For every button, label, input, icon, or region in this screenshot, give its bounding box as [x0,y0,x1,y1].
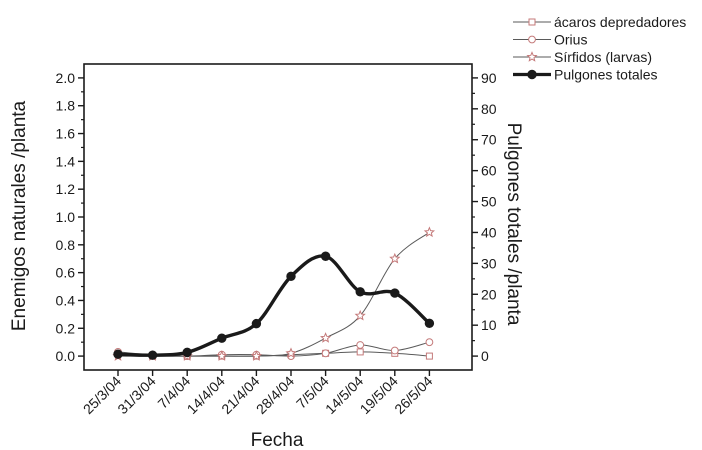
left-tick-label: 1.6 [56,126,76,142]
left-tick-label: 0.6 [56,265,76,281]
x-axis: 25/3/0431/3/047/4/0414/4/0421/4/0428/4/0… [80,370,436,417]
right-tick-label: 40 [481,224,497,240]
square-marker [425,352,433,360]
legend-label: Pulgones totales [554,67,658,83]
right-tick-label: 60 [481,163,497,179]
open-circle-marker [528,35,536,44]
series-star [112,226,436,361]
series-line-bold [117,254,431,357]
filled-circle-marker [251,318,262,329]
right-y-axis-label: Pulgones totales /planta [503,123,524,326]
right-tick-label: 50 [481,194,497,210]
x-tick-label: 14/4/04 [184,373,228,417]
star-marker [250,350,263,361]
filled-circle-marker [424,318,435,329]
square-marker [356,348,364,356]
left-tick-label: 0.8 [56,237,76,253]
filled-circle-marker [355,287,365,297]
left-tick-label: 0.0 [56,348,76,364]
filled-circle-marker [113,349,123,359]
right-tick-label: 80 [481,101,497,117]
filled-circle-marker [147,350,158,360]
star-marker [423,226,436,238]
x-tick-label: 26/5/04 [391,373,435,417]
star-marker [216,350,228,361]
open-circle-marker [390,346,399,355]
plot-border [83,63,473,371]
star-marker [526,51,538,62]
series-line [118,231,430,357]
right-tick-label: 20 [481,286,497,302]
left-tick-label: 0.2 [56,320,76,336]
x-tick-label: 21/4/04 [218,373,262,417]
x-axis-label: Fecha [251,430,304,450]
left-tick-label: 0.4 [56,292,76,308]
filled-circle-marker [390,288,400,298]
square-marker [528,18,536,26]
star-marker [354,309,366,321]
x-tick-label: 19/5/04 [357,373,401,417]
x-tick-label: 28/4/04 [253,373,297,417]
legend-label: Orius [554,32,587,48]
series-circle-filled [113,251,435,360]
star-marker [285,347,297,359]
star-marker [319,332,332,343]
right-tick-label: 10 [481,317,497,333]
x-tick-label: 14/5/04 [322,373,366,417]
series-group [112,226,436,361]
right-tick-label: 30 [481,255,497,271]
left-tick-label: 1.2 [56,181,76,197]
left-y-axis: 0.0 0.2 0.4 0.6 0.8 1.0 1.2 1.4 1.6 1.8 2.0 [56,70,84,364]
open-circle-marker [321,349,330,358]
right-tick-label: 0 [481,348,489,364]
filled-circle-marker [286,271,296,282]
left-y-axis-label: Enemigos naturales /planta [9,100,30,331]
left-tick-label: 1.4 [56,153,76,169]
x-tick-label: 31/3/04 [114,373,158,417]
right-tick-label: 70 [481,132,497,148]
filled-circle-marker [217,333,227,343]
left-tick-label: 2.0 [56,70,76,86]
right-y-axis: 0 10 20 30 40 50 60 70 80 90 [472,70,497,364]
x-tick-label: 25/3/04 [80,373,124,417]
filled-circle-marker [182,347,192,358]
legend-label: Sírfidos (larvas) [554,49,652,65]
filled-circle-marker [320,251,331,261]
right-tick-label: 90 [481,70,497,86]
left-tick-label: 1.8 [56,98,76,114]
plot-frame [83,63,473,371]
legend-label: ácaros depredadores [554,14,686,30]
open-circle-marker [425,338,434,347]
left-tick-label: 1.0 [56,209,76,225]
star-marker [389,252,401,264]
open-circle-marker [356,341,365,349]
filled-circle-marker [527,69,537,80]
